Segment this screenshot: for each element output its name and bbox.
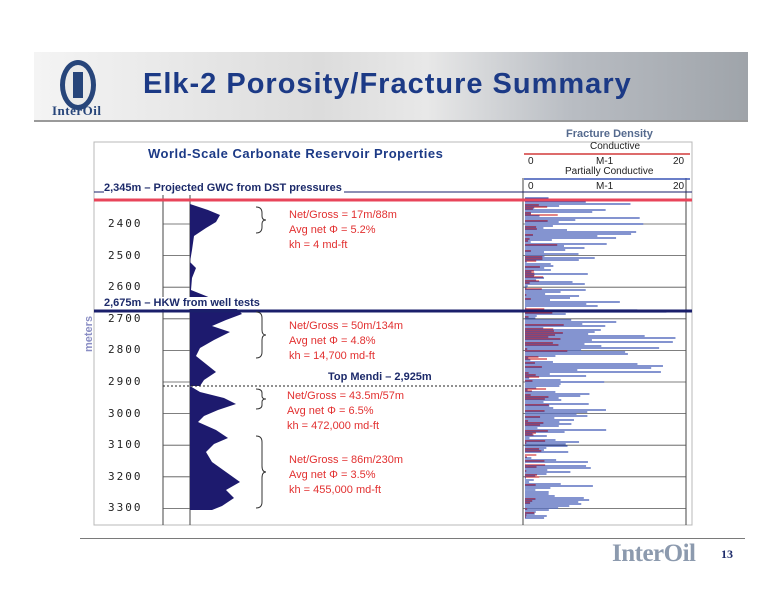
conductive-max: 20 — [673, 156, 685, 167]
subtitle: World-Scale Carbonate Reservoir Properti… — [148, 146, 444, 161]
depth-tick-label: 2800 — [108, 343, 143, 357]
zone-avg-net: Avg net Φ = 5.2% — [289, 224, 376, 236]
hkw-label: 2,675m – HKW from well tests — [104, 297, 262, 309]
interoil-logo-bar — [73, 72, 83, 98]
slide-title: Elk-2 Porosity/Fracture Summary — [143, 68, 632, 100]
zone-kh: kh = 455,000 md-ft — [289, 484, 382, 496]
zone-net-gross: Net/Gross = 50m/134m — [289, 320, 404, 332]
partial-max: 20 — [673, 181, 685, 192]
conductive-min: 0 — [528, 156, 534, 167]
zone-avg-net: Avg net Φ = 6.5% — [287, 405, 374, 417]
interoil-logo-icon — [60, 60, 96, 110]
depth-tick-label: 2500 — [108, 248, 143, 262]
zone-avg-net: Avg net Φ = 4.8% — [289, 335, 376, 347]
partial-mid: M-1 — [596, 181, 614, 192]
zone-annotation: Net/Gross = 86m/230m Avg net Φ = 3.5% kh… — [289, 453, 403, 498]
zone-kh: kh = 472,000 md-ft — [287, 420, 380, 432]
depth-tick-label: 3300 — [108, 501, 143, 515]
conductive-label: Conductive — [590, 141, 641, 152]
depth-tick-label: 2700 — [108, 311, 143, 325]
header-logo-text: InterOil — [52, 103, 102, 118]
header-divider — [34, 120, 748, 122]
depth-axis-label: meters — [83, 315, 95, 352]
partial-min: 0 — [528, 181, 534, 192]
zone-net-gross: Net/Gross = 43.5m/57m — [287, 390, 405, 402]
zone-avg-net: Avg net Φ = 3.5% — [289, 469, 376, 481]
figure-frame — [93, 141, 693, 526]
depth-tick-label: 3100 — [108, 438, 143, 452]
porosity-log — [190, 200, 242, 510]
zone-brace-1 — [255, 206, 267, 234]
header-banner — [34, 52, 748, 122]
conductive-mid: M-1 — [596, 156, 614, 167]
zone-brace-3 — [255, 388, 267, 410]
depth-tick-label: 2600 — [108, 280, 143, 294]
zone-brace-4 — [255, 435, 267, 509]
zone-kh: kh = 14,700 md-ft — [289, 350, 375, 362]
zone-net-gross: Net/Gross = 86m/230m — [289, 454, 404, 466]
page-number: 13 — [721, 547, 733, 561]
zone-annotation: Net/Gross = 43.5m/57m Avg net Φ = 6.5% k… — [287, 389, 404, 434]
depth-tick-label: 3200 — [108, 469, 143, 483]
depth-tick-label: 2900 — [108, 375, 143, 388]
partial-label: Partially Conductive — [565, 166, 654, 177]
depth-tick-label: 2400 — [108, 217, 143, 230]
zone-annotation: Net/Gross = 17m/88m Avg net Φ = 5.2% kh … — [289, 208, 397, 253]
fracture-density-title: Fracture Density — [566, 128, 653, 140]
fracture-density-bars — [525, 197, 676, 519]
depth-tick-label: 3000 — [108, 406, 143, 420]
gwc-label: 2,345m – Projected GWC from DST pressure… — [104, 182, 344, 194]
zone-brace-2 — [255, 311, 267, 359]
zone-annotation: Net/Gross = 50m/134m Avg net Φ = 4.8% kh… — [289, 319, 403, 364]
footer-divider — [80, 538, 745, 539]
zone-kh: kh = 4 md-ft — [289, 239, 348, 251]
zone-net-gross: Net/Gross = 17m/88m — [289, 209, 397, 221]
top-mendi-label: Top Mendi – 2,925m — [328, 371, 432, 383]
footer-logo: InterOil — [612, 540, 696, 567]
